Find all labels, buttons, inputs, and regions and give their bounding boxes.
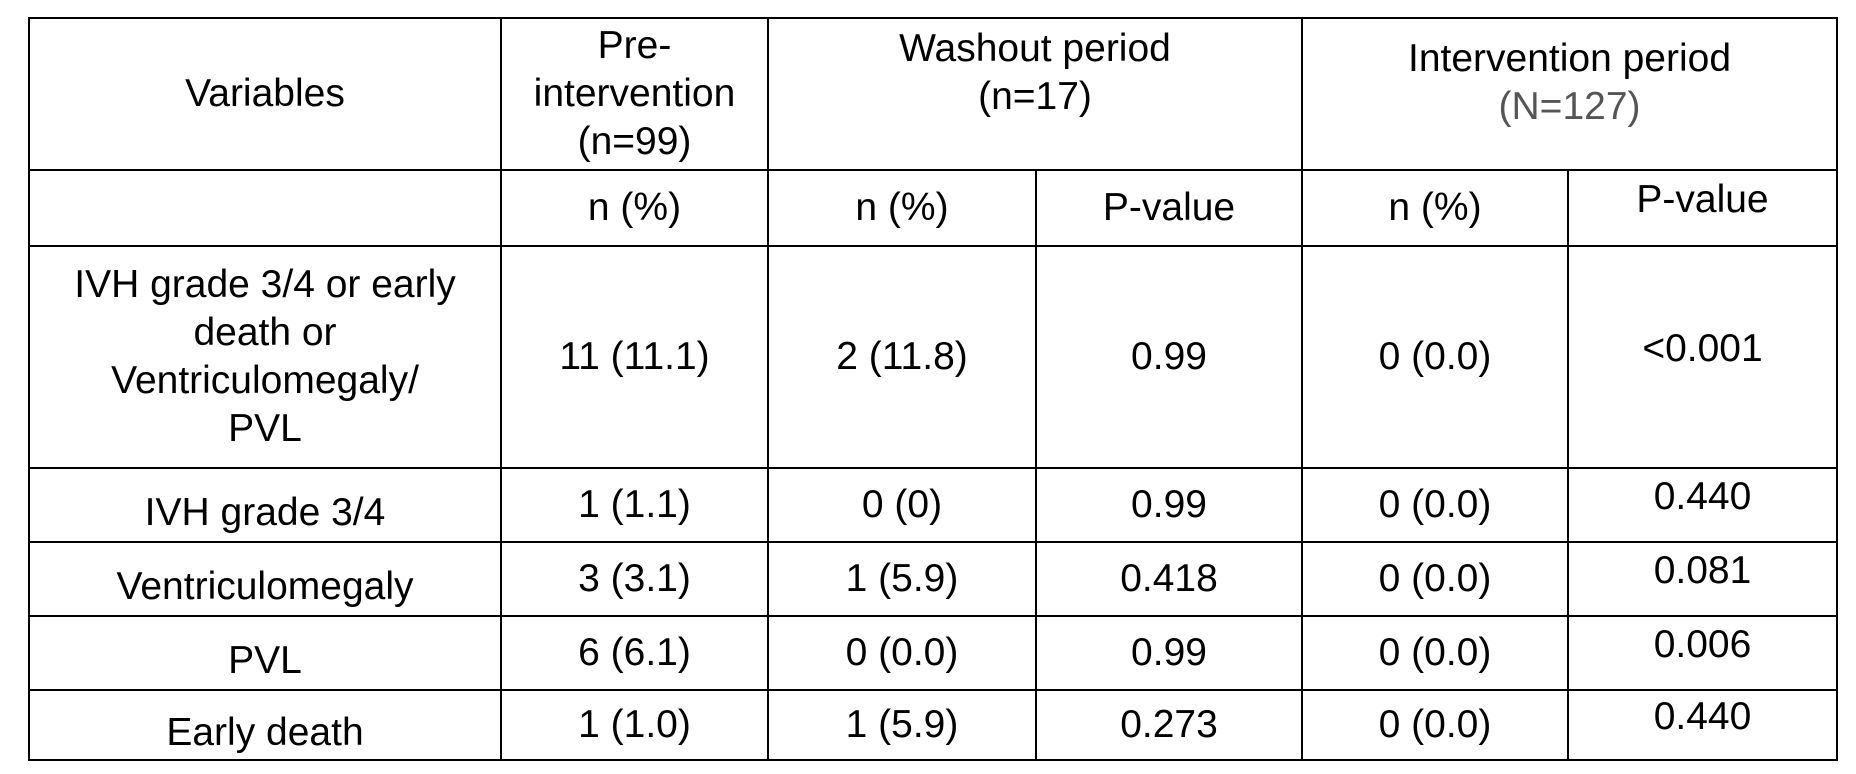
- row-intervention-p-value: 0.440: [1653, 475, 1752, 518]
- row-variable-label: PVL: [228, 639, 302, 682]
- header-row: Variables Pre- intervention (n=99) Washo…: [28, 17, 1839, 171]
- row-intervention-n: 0 (0.0): [1301, 541, 1569, 617]
- row-intervention-n: 0 (0.0): [1301, 467, 1569, 543]
- header-intervention: Intervention period (N=127): [1300, 17, 1839, 171]
- table-row: Early death 1 (1.0) 1 (5.9) 0.273 0 (0.0…: [28, 689, 1839, 761]
- results-table: Variables Pre- intervention (n=99) Washo…: [28, 17, 1839, 761]
- row-variable-line1: IVH grade 3/4 or early: [74, 263, 456, 306]
- row-intervention-n: 0 (0.0): [1301, 245, 1569, 469]
- row-washout-n: 1 (5.9): [767, 541, 1037, 617]
- row-washout-p: 0.273: [1035, 689, 1303, 761]
- header-washout-line2: (n=17): [978, 75, 1092, 118]
- subheader-washout-p: P-value: [1035, 169, 1303, 247]
- row-intervention-p: <0.001: [1566, 245, 1839, 469]
- row-intervention-p-value: <0.001: [1642, 327, 1763, 370]
- subheader-row: n (%) n (%) P-value n (%) P-value: [28, 169, 1839, 247]
- row-variable: Ventriculomegaly: [28, 541, 502, 617]
- header-pre-line2: intervention: [533, 72, 736, 115]
- row-intervention-n: 0 (0.0): [1301, 615, 1569, 691]
- header-intervention-line2: (N=127): [1498, 85, 1641, 128]
- row-pre: 6 (6.1): [500, 615, 769, 691]
- row-variable-label: Ventriculomegaly: [116, 565, 414, 608]
- row-variable: IVH grade 3/4 or early death or Ventricu…: [28, 245, 502, 469]
- row-washout-n: 2 (11.8): [767, 245, 1037, 469]
- row-variable: Early death: [28, 689, 502, 761]
- row-intervention-p: 0.081: [1566, 541, 1839, 617]
- header-washout: Washout period (n=17): [767, 17, 1303, 171]
- row-variable-line3: Ventriculomegaly/: [111, 359, 419, 402]
- subheader-empty: [28, 169, 502, 247]
- table-row: PVL 6 (6.1) 0 (0.0) 0.99 0 (0.0) 0.006: [28, 615, 1839, 691]
- row-washout-n: 0 (0.0): [767, 615, 1037, 691]
- row-variable-line4: PVL: [228, 407, 302, 450]
- row-washout-p: 0.99: [1035, 615, 1303, 691]
- row-intervention-p: 0.440: [1566, 689, 1839, 761]
- header-intervention-line1: Intervention period: [1407, 37, 1732, 80]
- row-washout-n: 1 (5.9): [767, 689, 1037, 761]
- row-intervention-p-value: 0.006: [1653, 623, 1752, 666]
- header-washout-line1: Washout period: [899, 27, 1171, 70]
- row-washout-p: 0.418: [1035, 541, 1303, 617]
- header-pre-line1: Pre-: [597, 24, 672, 67]
- row-intervention-p-value: 0.081: [1653, 549, 1752, 592]
- row-variable: IVH grade 3/4: [28, 467, 502, 543]
- header-pre-intervention: Pre- intervention (n=99): [500, 17, 769, 171]
- row-variable-label: IVH grade 3/4: [144, 491, 386, 534]
- subheader-intervention-p: P-value: [1566, 169, 1839, 247]
- header-variables-label: Variables: [185, 72, 345, 115]
- row-washout-p: 0.99: [1035, 245, 1303, 469]
- row-washout-n: 0 (0): [767, 467, 1037, 543]
- subheader-pre-n: n (%): [500, 169, 769, 247]
- row-intervention-p: 0.006: [1566, 615, 1839, 691]
- table-row: Ventriculomegaly 3 (3.1) 1 (5.9) 0.418 0…: [28, 541, 1839, 617]
- subheader-intervention-n: n (%): [1301, 169, 1569, 247]
- subheader-washout-n: n (%): [767, 169, 1037, 247]
- row-pre: 3 (3.1): [500, 541, 769, 617]
- row-pre: 1 (1.0): [500, 689, 769, 761]
- row-washout-p: 0.99: [1035, 467, 1303, 543]
- row-intervention-p: 0.440: [1566, 467, 1839, 543]
- row-intervention-n: 0 (0.0): [1301, 689, 1569, 761]
- header-variables: Variables: [28, 17, 502, 171]
- row-pre: 11 (11.1): [500, 245, 769, 469]
- row-variable-label: Early death: [166, 711, 364, 754]
- row-variable: PVL: [28, 615, 502, 691]
- header-pre-line3: (n=99): [577, 120, 692, 163]
- row-variable-line2: death or: [193, 311, 337, 354]
- subheader-intervention-p-label: P-value: [1636, 178, 1769, 221]
- table-row: IVH grade 3/4 or early death or Ventricu…: [28, 245, 1839, 469]
- row-intervention-p-value: 0.440: [1653, 695, 1752, 738]
- table-row: IVH grade 3/4 1 (1.1) 0 (0) 0.99 0 (0.0)…: [28, 467, 1839, 543]
- row-pre: 1 (1.1): [500, 467, 769, 543]
